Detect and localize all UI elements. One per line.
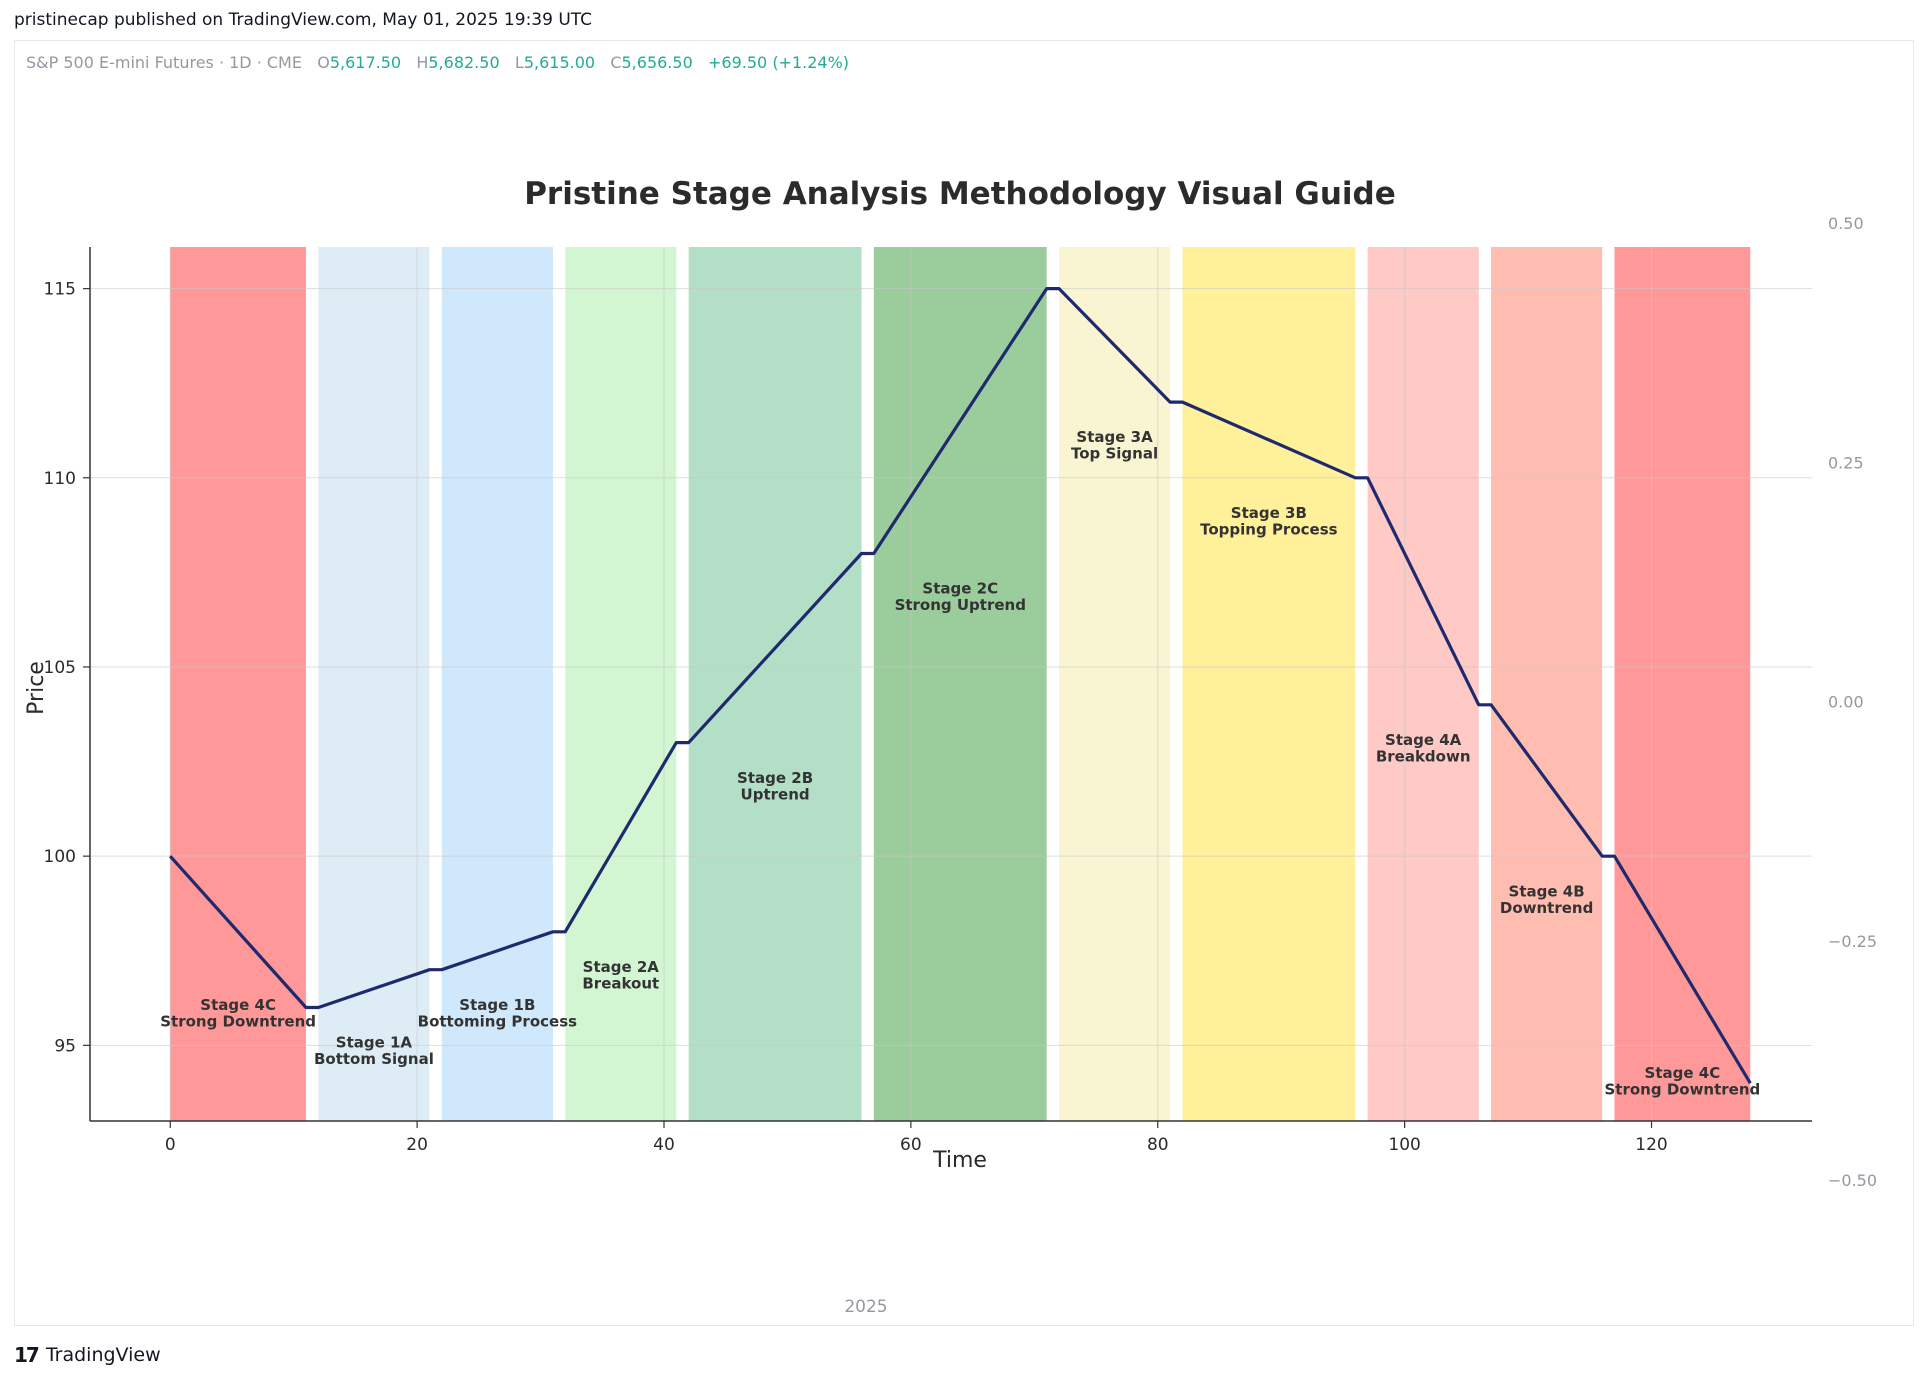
y-tick-label-0: 95 <box>54 1036 76 1056</box>
stage-label-line: Strong Uptrend <box>895 596 1026 614</box>
stage-label-10: Stage 4C Strong Downtrend <box>1605 1064 1761 1099</box>
symbol-name[interactable]: S&P 500 E-mini Futures · 1D · CME <box>26 53 302 72</box>
open-label: O <box>317 53 330 72</box>
close-value: 5,656.50 <box>621 53 693 72</box>
change-value: +69.50 (+1.24%) <box>708 53 850 72</box>
tradingview-logo-icon: 17 <box>14 1343 40 1367</box>
stage-label-line: Stage 4C <box>1645 1064 1721 1082</box>
stage-label-line: Stage 2B <box>737 769 813 787</box>
low-value: 5,615.00 <box>523 53 596 72</box>
stage-bands <box>170 247 1751 1121</box>
stage-band-10 <box>1614 247 1751 1121</box>
stage-label-line: Downtrend <box>1500 899 1593 917</box>
stage-label-line: Topping Process <box>1200 520 1337 538</box>
stage-label-3: Stage 2A Breakout <box>582 958 659 993</box>
x-tick-label-0: 0 <box>165 1135 176 1155</box>
grid-lines <box>90 247 1812 1121</box>
x-axis-label: Time <box>932 1148 987 1173</box>
y-tick-label-4: 115 <box>44 280 76 300</box>
stage-label-line: Strong Downtrend <box>1605 1080 1761 1098</box>
chart-frame <box>14 40 1914 1326</box>
stage-band-4 <box>688 247 862 1121</box>
stage-label-line: Bottoming Process <box>418 1012 577 1030</box>
stage-label-6: Stage 3A Top Signal <box>1071 428 1158 463</box>
stage-label-1: Stage 1A Bottom Signal <box>314 1034 434 1069</box>
high-value: 5,682.50 <box>428 53 500 72</box>
stage-label-line: Uptrend <box>741 785 810 803</box>
stage-label-line: Stage 3B <box>1231 504 1307 522</box>
price-line <box>169 287 1752 1085</box>
stage-label-line: Stage 3A <box>1076 428 1153 446</box>
stage-label-line: Stage 4A <box>1385 731 1462 749</box>
x-tick-label-1: 20 <box>406 1135 428 1155</box>
stage-label-line: Stage 1A <box>336 1034 413 1052</box>
chart-title: Pristine Stage Analysis Methodology Visu… <box>524 176 1396 212</box>
x-tick-label-5: 100 <box>1388 1135 1420 1155</box>
y-tick-label-2: 105 <box>44 658 76 678</box>
stage-label-line: Top Signal <box>1071 445 1158 463</box>
stage-label-line: Stage 2A <box>583 958 660 976</box>
open-value: 5,617.50 <box>329 53 402 72</box>
stage-label-line: Breakout <box>582 974 659 992</box>
stage-band-8 <box>1367 247 1479 1121</box>
low-label: L <box>514 53 524 72</box>
x-tick-label-4: 80 <box>1147 1135 1169 1155</box>
tradingview-brand: TradingView <box>45 1344 161 1366</box>
stage-band-2 <box>441 247 553 1121</box>
right-scale-tick-2: 0.00 <box>1828 693 1864 712</box>
tradingview-footer[interactable]: 17 TradingView <box>14 1343 161 1367</box>
time-axis-year: 2025 <box>844 1297 887 1317</box>
stage-label-line: Bottom Signal <box>314 1050 434 1068</box>
close-label: C <box>610 53 622 72</box>
stage-label-0: Stage 4C Strong Downtrend <box>160 996 316 1031</box>
stage-label-9: Stage 4B Downtrend <box>1500 882 1593 917</box>
y-tick-label-3: 110 <box>44 469 76 489</box>
stage-band-6 <box>1059 247 1171 1121</box>
stage-band-9 <box>1491 247 1603 1121</box>
stage-label-line: Stage 4C <box>200 996 276 1014</box>
stage-label-line: Stage 2C <box>922 580 998 598</box>
stage-band-5 <box>873 247 1047 1121</box>
right-scale-tick-4: −0.50 <box>1828 1171 1877 1190</box>
stage-label-line: Breakdown <box>1376 747 1471 765</box>
stage-label-8: Stage 4A Breakdown <box>1376 731 1471 766</box>
stage-band-7 <box>1182 247 1356 1121</box>
stage-label-4: Stage 2B Uptrend <box>737 769 813 804</box>
symbol-legend[interactable]: S&P 500 E-mini Futures · 1D · CME O5,617… <box>26 53 849 72</box>
high-label: H <box>416 53 429 72</box>
right-scale-tick-3: −0.25 <box>1828 932 1877 951</box>
x-tick-label-3: 60 <box>900 1135 922 1155</box>
stage-label-2: Stage 1B Bottoming Process <box>418 996 577 1031</box>
stage-label-line: Stage 4B <box>1509 882 1585 900</box>
stage-label-5: Stage 2C Strong Uptrend <box>895 580 1026 615</box>
stage-label-line: Strong Downtrend <box>160 1012 316 1030</box>
published-header: pristinecap published on TradingView.com… <box>14 10 593 30</box>
x-tick-label-2: 40 <box>653 1135 675 1155</box>
x-tick-label-6: 120 <box>1635 1135 1667 1155</box>
axes: 95 100 105 110 115 0 20 40 60 80 100 120 <box>44 247 1812 1155</box>
stage-label-7: Stage 3B Topping Process <box>1200 504 1337 539</box>
stage-band-0 <box>170 247 307 1121</box>
y-tick-label-1: 100 <box>44 847 76 867</box>
price-line-group <box>169 287 1752 1085</box>
stage-label-line: Stage 1B <box>459 996 535 1014</box>
right-scale-tick-1: 0.25 <box>1828 453 1864 472</box>
right-price-scale: 0.50 0.25 0.00 −0.25 −0.50 <box>1828 214 1877 1190</box>
y-axis-label: Price <box>24 661 49 715</box>
stage-band-3 <box>565 247 677 1121</box>
right-scale-tick-0: 0.50 <box>1828 214 1864 233</box>
